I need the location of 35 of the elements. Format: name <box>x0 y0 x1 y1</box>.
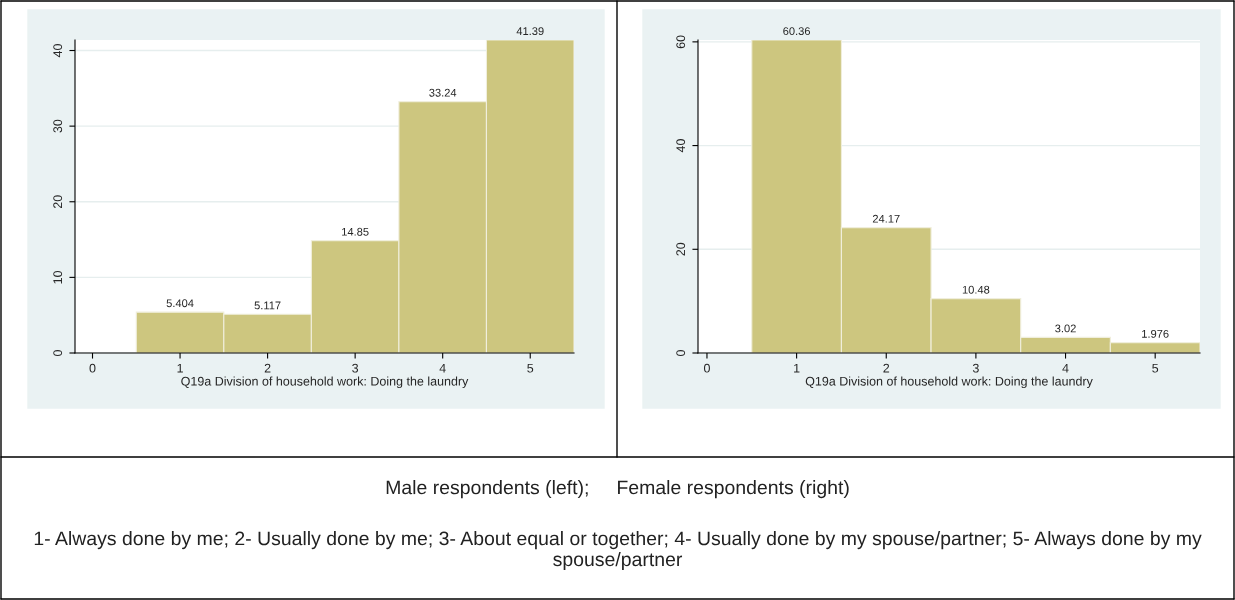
data-label: 60.36 <box>783 27 811 36</box>
y-tick-label: 20 <box>676 242 686 256</box>
y-tick-label: 0 <box>676 350 686 356</box>
x-axis-title: Q19a Division of household work: Doing the laundry <box>181 376 469 389</box>
y-tick-label: 20 <box>53 195 63 209</box>
data-label: 5.404 <box>166 299 194 308</box>
y-tick-label: 60 <box>676 35 686 49</box>
data-label: 14.85 <box>342 227 369 236</box>
y-tick-label: 0 <box>53 350 63 356</box>
x-tick-label: 4 <box>1062 363 1069 373</box>
text: 1- Always done by me; 2- Usually done by me; 3- About equal or together; 4- Usually done by my spouse/partner; 5- Always done by my spouse/partner <box>34 531 1202 571</box>
data-label: 41.39 <box>516 27 544 36</box>
x-tick-label: 2 <box>883 363 890 373</box>
data-label: 24.17 <box>872 214 900 223</box>
y-tick-label: 40 <box>53 44 63 58</box>
data-label: 33.24 <box>429 88 457 97</box>
x-tick-label: 3 <box>972 363 979 373</box>
x-tick-label: 1 <box>794 363 800 373</box>
x-tick-label: 0 <box>703 363 710 373</box>
text: Male respondents (left); Female respondents (right) <box>386 480 849 499</box>
x-tick-label: 1 <box>177 363 183 373</box>
x-tick-label: 5 <box>527 363 534 373</box>
y-tick-label: 10 <box>53 270 63 284</box>
x-tick-label: 0 <box>89 363 96 373</box>
x-tick-label: 4 <box>439 363 446 373</box>
data-label: 3.02 <box>1055 324 1076 333</box>
data-label: 5.117 <box>254 301 281 310</box>
data-label: 1.976 <box>1142 329 1169 338</box>
data-label: 10.48 <box>962 285 990 294</box>
x-tick-label: 2 <box>264 363 271 373</box>
x-axis-title: Q19a Division of household work: Doing the laundry <box>805 376 1093 389</box>
y-tick-label: 40 <box>676 139 686 153</box>
x-tick-label: 3 <box>352 363 359 373</box>
x-tick-label: 5 <box>1152 363 1159 373</box>
y-tick-label: 30 <box>53 119 63 133</box>
